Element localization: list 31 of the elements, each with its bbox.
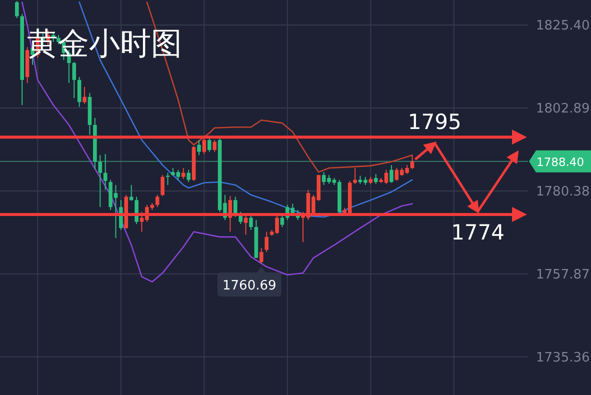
candlestick [72, 61, 76, 99]
text: 1788.40 [536, 154, 584, 169]
candlestick [77, 76, 82, 108]
candlestick [374, 173, 378, 184]
y-tick-label: 1825.40 [536, 18, 590, 34]
ref-line-label: 1795 [408, 110, 462, 134]
candlestick [260, 247, 264, 264]
candlestick [155, 194, 160, 208]
y-tick-label: 1735.36 [536, 350, 590, 366]
candlestick [280, 214, 284, 228]
annotation: 1760.69 [222, 278, 276, 294]
candlestick [160, 174, 164, 197]
candlestick [249, 214, 253, 230]
y-tick-label: 1802.89 [536, 102, 590, 116]
candlestick [353, 168, 357, 184]
candlestick [233, 196, 238, 218]
y-tick-label: 1780.38 [536, 184, 590, 200]
candlestick [82, 86, 86, 104]
candlestick [186, 169, 190, 183]
candlestick [98, 154, 102, 208]
candlestick [181, 168, 186, 180]
candlestick [410, 154, 414, 170]
candlestick [134, 196, 138, 225]
y-tick-label: 1757.87 [536, 267, 590, 282]
candlestick [390, 164, 394, 184]
candlestick [197, 140, 201, 156]
candlestick [15, 0, 19, 19]
candlestick [264, 231, 268, 253]
candlestick [207, 137, 212, 152]
ref-line-label: 1774 [451, 220, 505, 244]
candlestick [103, 154, 108, 190]
